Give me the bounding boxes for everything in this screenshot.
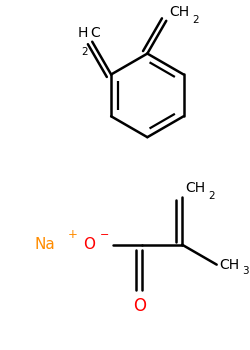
Text: CH: CH — [169, 5, 189, 19]
Text: +: + — [68, 228, 78, 241]
Text: O: O — [133, 298, 146, 315]
Text: CH: CH — [185, 181, 205, 195]
Text: CH: CH — [220, 258, 240, 272]
Text: 2: 2 — [192, 15, 199, 25]
Text: H: H — [78, 26, 88, 40]
Text: 2: 2 — [208, 191, 215, 201]
Text: Na: Na — [35, 237, 56, 252]
Text: O: O — [83, 237, 95, 252]
Text: C: C — [90, 26, 100, 40]
Text: −: − — [100, 230, 109, 240]
Text: 2: 2 — [82, 47, 88, 57]
Text: 3: 3 — [242, 266, 249, 275]
